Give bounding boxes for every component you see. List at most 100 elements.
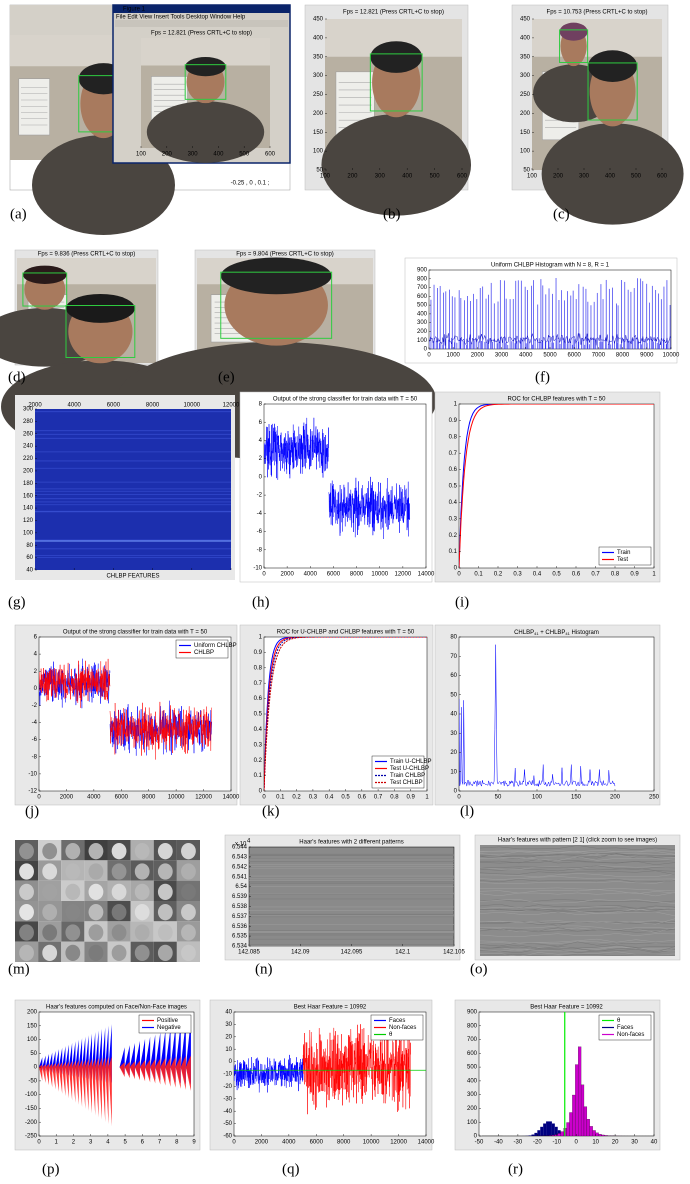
y-tick-label: 800: [417, 276, 428, 282]
axes: [458, 636, 655, 792]
hair: [220, 257, 332, 295]
y-tick-label: 0: [474, 1134, 478, 1140]
y-tick-label: 1: [454, 402, 458, 408]
panel-label: (b): [383, 206, 401, 222]
x-tick-label: 400: [605, 174, 616, 180]
y-tick-label: 200: [313, 111, 324, 117]
negative-wave: [129, 1061, 135, 1080]
y-tick-label: -2: [257, 493, 263, 499]
x-tick-label: -10: [552, 1140, 561, 1146]
x-tick-label: 8000: [337, 1140, 351, 1146]
face-shape: [157, 944, 173, 961]
texture: [480, 907, 675, 911]
face-shape: [88, 944, 104, 961]
face-shape: [157, 924, 173, 941]
y-tick-label: -8: [32, 754, 38, 760]
nonfaces-bar: [551, 1135, 555, 1136]
legend-label: Uniform CHLBP: [194, 643, 237, 649]
negative-wave: [72, 1060, 76, 1103]
y-tick-label: 2: [259, 456, 263, 462]
nonfaces-bar: [569, 1112, 573, 1136]
negative-wave: [82, 1059, 86, 1109]
y-tick-label: 0.5: [449, 484, 458, 490]
window-title: Figure 1: [123, 7, 146, 13]
title-part: 41: [565, 631, 570, 636]
panel-label: (i): [455, 594, 469, 610]
face-shape: [88, 924, 104, 941]
x-tick-label: 7000: [592, 353, 606, 359]
texture: [480, 859, 675, 866]
x-tick-label: 400: [213, 152, 224, 158]
y-tick-label: -60: [223, 1134, 232, 1140]
x-tick-label: 0: [262, 572, 266, 578]
texture: [480, 946, 675, 952]
panel-label: (p): [42, 1161, 60, 1177]
y-tick-label: 500: [417, 303, 428, 309]
texture: [480, 852, 675, 857]
face-shape: [88, 843, 104, 860]
x-tick-label: 4: [106, 1140, 110, 1146]
plot-area: [459, 644, 616, 787]
face-shape: [111, 843, 127, 860]
face-shape: [111, 863, 127, 880]
nonfaces-bar: [595, 1132, 599, 1136]
y-tick-label: 150: [313, 130, 324, 136]
nonfaces-bar: [575, 1064, 579, 1136]
y-tick-label: 0.3: [449, 516, 458, 522]
x-tick-label: 0: [37, 1140, 41, 1146]
x-tick-label: 0.5: [341, 795, 350, 801]
face-shape: [88, 863, 104, 880]
y-tick-label: 6.536: [232, 924, 248, 930]
negative-wave: [105, 1056, 109, 1125]
x-tick-label: 0.6: [572, 572, 581, 578]
x-tick-label: 2000: [60, 795, 74, 801]
face-shape: [111, 944, 127, 961]
y-tick-label: 280: [23, 419, 34, 425]
x-tick-label: 8000: [146, 403, 160, 409]
panel-label: (o): [470, 961, 488, 977]
negative-wave: [185, 1055, 191, 1091]
face-shape: [19, 843, 34, 860]
x-tick-label: 0: [457, 795, 461, 801]
y-tick-label: 400: [520, 35, 531, 41]
y-tick-label: 0.8: [254, 665, 263, 671]
negative-wave: [91, 1058, 96, 1116]
y-tick-label: 20: [450, 750, 457, 756]
legend-label: Test CHLBP: [390, 780, 423, 786]
y-tick-label: -200: [25, 1120, 38, 1126]
y-tick-label: -50: [28, 1078, 37, 1084]
y-tick-label: 260: [23, 431, 34, 437]
face-shape: [157, 904, 173, 921]
negative-wave: [85, 1059, 89, 1112]
axes-title: ROC for U-CHLBP and CHLBP features with …: [277, 630, 415, 636]
x-tick-label: 142.1: [395, 950, 411, 956]
x-tick-label: 7: [158, 1140, 162, 1146]
photo: [141, 38, 270, 163]
x-tick-label: 5000: [543, 353, 557, 359]
legend-label: CHLBP: [194, 650, 214, 656]
y-tick-label: 0.2: [254, 758, 263, 764]
x-tick-label: 10000: [663, 353, 680, 359]
face-shape: [19, 883, 34, 900]
y-tick-label: 6.541: [232, 874, 248, 880]
title-part: + CHLBP: [539, 630, 566, 636]
x-tick-label: 14000: [223, 795, 240, 801]
axes: [248, 846, 455, 947]
signal: [234, 1054, 304, 1093]
x-tick-label: 100: [320, 174, 331, 180]
x-tick-label: 12000: [390, 1140, 407, 1146]
y-tick-label: 0.2: [449, 533, 458, 539]
y-tick-label: 6.539: [232, 894, 248, 900]
y-tick-label: 120: [23, 518, 34, 524]
faces-bar: [554, 1126, 558, 1136]
y-tick-label: -10: [28, 771, 37, 777]
legend-label: Test U-CHLBP: [390, 766, 429, 772]
x-tick-label: 0.2: [494, 572, 503, 578]
x-tick-label: 6000: [310, 1140, 324, 1146]
y-tick-label: 0.6: [254, 696, 263, 702]
signal: [429, 333, 671, 346]
y-tick-label: -10: [253, 566, 262, 572]
y-tick-label: 0: [259, 474, 263, 480]
y-tick-label: 100: [467, 1120, 478, 1126]
x-tick-label: 0.1: [474, 572, 483, 578]
